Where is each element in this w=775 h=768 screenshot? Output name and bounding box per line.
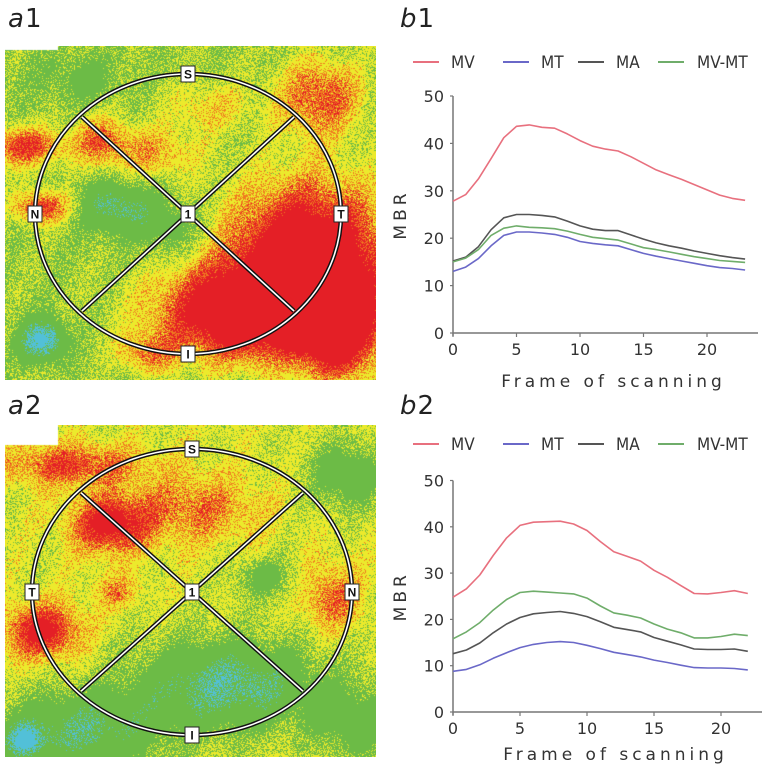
sector-label-box [180,345,196,363]
y-tick-label: 0 [434,703,444,722]
sector-label-box [180,65,196,83]
y-tick-label: 10 [424,657,444,676]
sector-label-text: T [28,586,36,600]
panel-number: 1 [24,4,43,34]
x-tick-label: 15 [644,719,664,738]
sector-label-box [333,205,349,223]
legend-label: MA [616,435,640,455]
y-tick-label: 10 [424,277,444,296]
sector-label-text: I [190,729,193,743]
legend-label: MV [451,435,475,455]
legend-label: MA [616,53,640,73]
sector-label-text: 1 [189,586,196,600]
panel-label-a1: a1 [8,4,42,34]
series-line-ma [452,213,746,262]
sector-label-text: 1 [185,208,192,222]
sector-label-right: T [333,205,349,223]
sector-label-top: S [180,65,196,83]
sector-label-text: I [186,348,189,362]
legend-item-ma: MA [578,53,640,73]
panel-number: 2 [24,391,43,421]
x-axis-title: Frame of scanning [501,372,726,392]
sector-label-box [184,583,200,601]
panel-number: 2 [417,391,436,421]
panel-letter: a [8,391,25,421]
sector-label-box [180,205,196,223]
x-tick-label: 20 [697,340,717,359]
sector-label-center: 1 [180,205,196,223]
y-tick-label: 0 [434,324,444,343]
legend-item-mv: MV [413,53,475,73]
sector-label-text: S [184,68,192,82]
sector-label-right: N [344,583,360,601]
x-tick-label: 15 [633,340,653,359]
legend-label: MT [541,53,564,73]
legend-item-mv-mt: MV-MT [658,435,748,455]
x-tick-label: 0 [448,719,458,738]
sector-label-box [27,205,43,223]
x-tick-label: 10 [570,340,590,359]
sector-label-left: T [24,583,40,601]
x-tick-label: 5 [511,340,521,359]
sector-label-box [24,583,40,601]
x-tick-label: 5 [515,719,525,738]
y-tick-label: 20 [424,229,444,248]
legend-label: MV-MT [697,435,748,455]
panel-label-a2: a2 [8,391,42,421]
sector-grid-a2: S I T N 1 [24,440,360,744]
legend-item-ma: MA [578,435,640,455]
y-axis-title: MBR [391,571,411,621]
sector-label-text: T [337,208,345,222]
x-tick-label: 0 [448,340,458,359]
series-line-mv-mt [452,590,748,640]
y-tick-label: 50 [424,472,444,491]
y-axis-title: MBR [391,189,411,239]
sector-label-box [184,726,200,744]
sector-label-bottom: I [184,726,200,744]
series-line-mt [452,640,748,673]
legend-item-mv: MV [413,435,475,455]
sector-label-text: N [348,586,357,600]
legend-label: MV-MT [697,53,748,73]
legend-item-mt: MT [503,435,564,455]
legend-item-mv-mt: MV-MT [658,53,748,73]
y-tick-label: 30 [424,564,444,583]
panel-letter: b [400,4,418,34]
legend-label: MT [541,435,564,455]
panel-number: 1 [417,4,436,34]
x-tick-label: 10 [577,719,597,738]
y-tick-label: 40 [424,134,444,153]
y-tick-label: 50 [424,87,444,106]
panel-label-b1: b1 [400,4,435,34]
panel-label-b2: b2 [400,391,435,421]
sector-label-bottom: I [180,345,196,363]
y-tick-label: 40 [424,518,444,537]
line-chart-b2: 0 10 20 30 40 50 0 5 10 15 20 Frame of scanning MBR M… [391,435,762,765]
y-tick-label: 30 [424,182,444,201]
line-chart-b1: 0 10 20 30 40 50 0 5 10 15 20 Frame of scanning MBR M… [391,53,758,392]
series-line-mt [452,231,746,273]
panel-letter: b [400,391,418,421]
y-tick-label: 20 [424,610,444,629]
sector-label-left: N [27,205,43,223]
sector-label-text: N [31,208,40,222]
sector-label-box [184,440,200,458]
panel-letter: a [8,4,25,34]
sector-label-text: S [188,443,196,457]
series-line-ma [452,610,748,655]
series-line-mv-mt [452,225,746,264]
sector-label-top: S [184,440,200,458]
legend-item-mt: MT [503,53,564,73]
sector-label-box [344,583,360,601]
legend-label: MV [451,53,475,73]
x-axis-title: Frame of scanning [503,745,728,765]
series-line-mv [452,520,748,598]
sector-label-center: 1 [184,583,200,601]
sector-grid-a1: S I N T 1 [27,65,349,363]
series-line-mv [452,124,746,202]
x-tick-label: 20 [711,719,731,738]
